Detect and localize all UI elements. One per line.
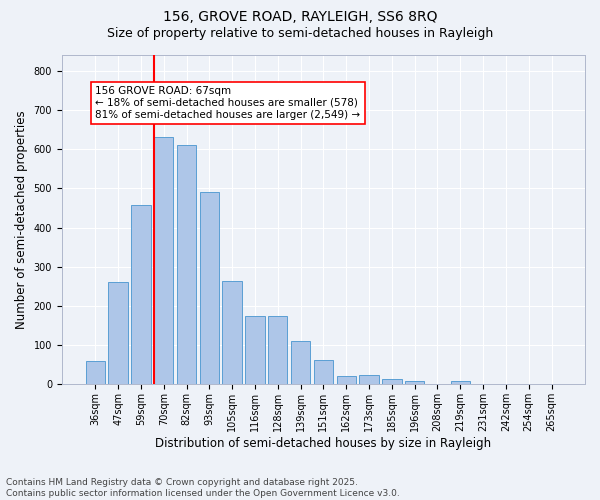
Bar [223,280,242,384]
Bar [200,192,219,384]
Text: 156, GROVE ROAD, RAYLEIGH, SS6 8RQ: 156, GROVE ROAD, RAYLEIGH, SS6 8RQ [163,10,437,24]
Bar [314,360,333,384]
Text: Contains HM Land Registry data © Crown copyright and database right 2025.
Contai: Contains HM Land Registry data © Crown c… [6,478,400,498]
Text: 156 GROVE ROAD: 67sqm
← 18% of semi-detached houses are smaller (578)
81% of sem: 156 GROVE ROAD: 67sqm ← 18% of semi-deta… [95,86,361,120]
Bar [291,342,310,384]
Bar [268,316,287,384]
Y-axis label: Number of semi-detached properties: Number of semi-detached properties [15,110,28,329]
Bar [337,376,356,384]
Bar [359,374,379,384]
Bar [405,382,424,384]
Bar [245,316,265,384]
X-axis label: Distribution of semi-detached houses by size in Rayleigh: Distribution of semi-detached houses by … [155,437,491,450]
Bar [109,282,128,384]
Bar [131,205,151,384]
Bar [154,136,173,384]
Bar [86,361,105,384]
Bar [382,380,401,384]
Bar [177,145,196,384]
Bar [451,382,470,384]
Text: Size of property relative to semi-detached houses in Rayleigh: Size of property relative to semi-detach… [107,28,493,40]
